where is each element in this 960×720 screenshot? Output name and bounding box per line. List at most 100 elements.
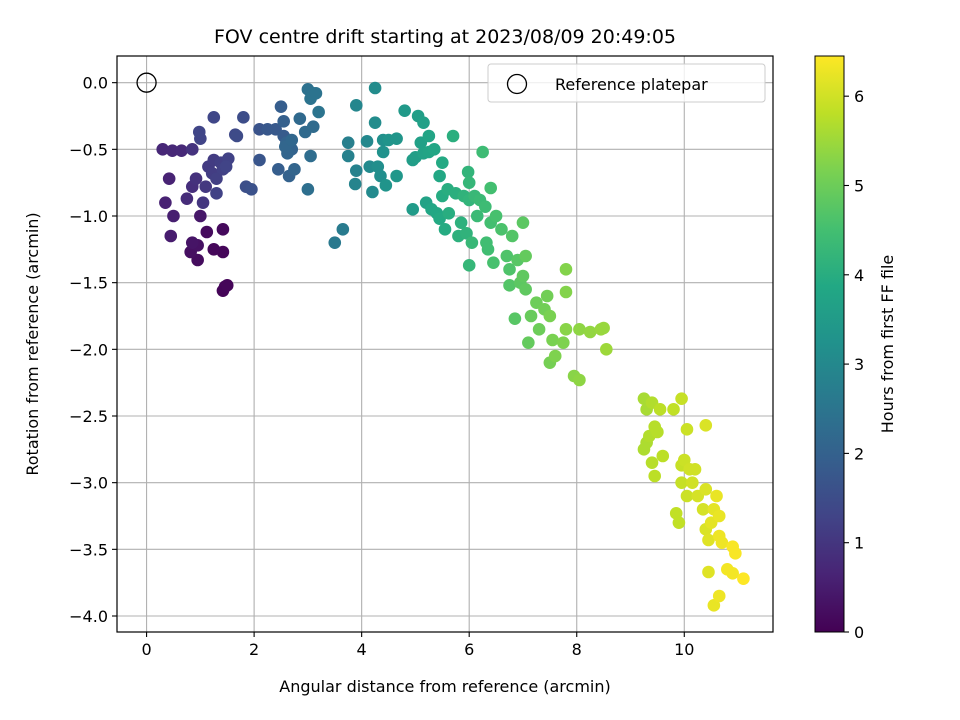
data-point xyxy=(438,223,452,236)
x-axis-ticks: 0 2 4 6 8 10 xyxy=(141,632,694,659)
data-point xyxy=(194,209,207,223)
data-point xyxy=(667,403,680,416)
data-point xyxy=(707,599,721,612)
data-point xyxy=(219,160,233,173)
data-point xyxy=(166,144,179,157)
data-point xyxy=(675,476,688,489)
y-tick-label: 0.0 xyxy=(83,74,108,93)
data-point xyxy=(442,207,456,220)
data-point xyxy=(543,309,557,323)
data-point xyxy=(349,99,363,112)
data-point xyxy=(503,263,516,276)
data-point xyxy=(484,181,498,195)
x-tick-label: 6 xyxy=(464,640,474,659)
data-point xyxy=(237,111,250,124)
data-point xyxy=(427,143,441,156)
gridlines xyxy=(117,56,773,632)
colorbar-tick-label: 4 xyxy=(854,266,864,285)
x-tick-label: 0 xyxy=(141,640,151,659)
x-tick-label: 10 xyxy=(674,640,694,659)
colorbar-tick-label: 2 xyxy=(854,444,864,463)
data-point xyxy=(559,263,573,276)
data-point xyxy=(328,236,342,249)
data-point xyxy=(272,163,285,176)
data-point xyxy=(156,143,170,156)
data-point xyxy=(189,172,203,185)
data-point xyxy=(516,269,530,283)
data-point xyxy=(306,120,320,133)
legend-entry-reference: Reference platepar xyxy=(555,75,708,94)
colorbar-tick-label: 3 xyxy=(854,355,864,374)
data-point xyxy=(656,449,670,463)
data-point xyxy=(500,249,514,263)
data-point xyxy=(675,392,688,405)
data-point xyxy=(680,423,694,436)
chart-title: FOV centre drift starting at 2023/08/09 … xyxy=(214,26,676,48)
data-point xyxy=(548,349,562,363)
data-point xyxy=(200,225,214,239)
data-point xyxy=(573,323,586,336)
data-point xyxy=(583,325,597,339)
data-point xyxy=(164,229,178,243)
data-point xyxy=(220,279,234,292)
data-point xyxy=(462,259,476,272)
data-point xyxy=(341,136,355,149)
data-point xyxy=(476,145,489,159)
data-point xyxy=(699,419,713,432)
data-point xyxy=(715,536,729,549)
data-point xyxy=(710,489,723,503)
data-point xyxy=(349,164,363,177)
colorbar-tick-label: 0 xyxy=(854,623,864,642)
data-point xyxy=(540,289,554,303)
data-point xyxy=(597,321,610,335)
data-point xyxy=(159,196,172,209)
data-point xyxy=(522,336,535,349)
data-point xyxy=(516,216,530,229)
y-tick-label: −1.0 xyxy=(69,207,108,226)
data-point xyxy=(162,172,176,185)
data-point xyxy=(180,192,194,205)
data-point xyxy=(390,169,403,183)
data-point xyxy=(559,323,573,336)
data-point xyxy=(470,209,484,223)
x-axis-label: Angular distance from reference (arcmin) xyxy=(279,677,610,696)
data-point xyxy=(285,133,299,147)
data-point xyxy=(672,516,686,529)
data-point xyxy=(245,183,258,196)
data-point xyxy=(210,172,223,185)
y-tick-label: −1.5 xyxy=(69,274,108,293)
data-point xyxy=(406,203,420,216)
data-point xyxy=(436,156,449,169)
data-point xyxy=(688,463,702,476)
data-point xyxy=(573,373,586,387)
data-point xyxy=(645,456,659,469)
data-point xyxy=(207,111,221,124)
x-tick-label: 2 xyxy=(249,640,259,659)
data-point xyxy=(712,509,726,523)
data-point xyxy=(481,243,495,256)
reference-marker-layer xyxy=(136,72,157,93)
data-point xyxy=(185,236,199,249)
colorbar-tick-label: 5 xyxy=(854,176,864,195)
colorbar xyxy=(814,55,845,633)
data-point xyxy=(489,209,503,223)
data-point xyxy=(524,309,538,323)
data-point xyxy=(600,343,613,356)
x-tick-label: 4 xyxy=(357,640,367,659)
y-axis-label: Rotation from reference (arcmin) xyxy=(23,212,42,475)
data-point xyxy=(368,116,382,129)
legend-marker-circle xyxy=(506,73,528,95)
data-point xyxy=(341,149,355,163)
data-point xyxy=(390,132,403,145)
data-point xyxy=(680,489,694,503)
data-point xyxy=(185,143,199,156)
data-point xyxy=(175,144,188,157)
data-point xyxy=(479,200,492,213)
data-point xyxy=(651,425,664,439)
data-point xyxy=(487,256,500,269)
data-point xyxy=(253,153,266,167)
data-point xyxy=(696,503,710,516)
data-point xyxy=(376,145,390,159)
y-tick-label: −3.0 xyxy=(69,474,108,493)
